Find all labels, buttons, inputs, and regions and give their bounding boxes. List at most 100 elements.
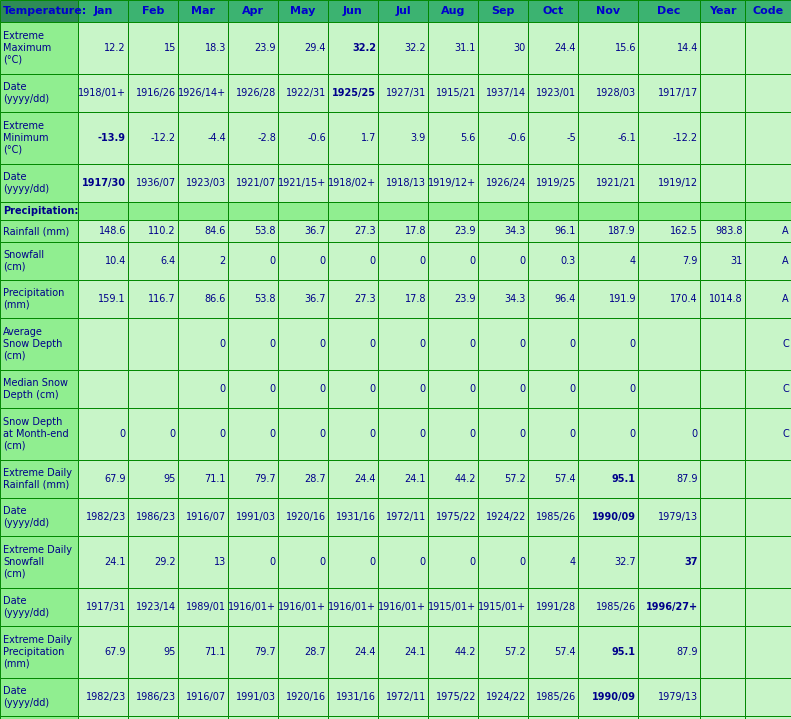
- Text: 57.4: 57.4: [554, 474, 576, 484]
- Bar: [0, 164, 78, 202]
- Text: 0: 0: [520, 256, 526, 266]
- Bar: [178, 318, 228, 370]
- Bar: [745, 318, 791, 370]
- Bar: [378, 0, 428, 22]
- Bar: [228, 164, 278, 202]
- Text: 1991/28: 1991/28: [536, 602, 576, 612]
- Bar: [128, 536, 178, 588]
- Bar: [428, 112, 478, 164]
- Bar: [428, 164, 478, 202]
- Bar: [745, 0, 791, 22]
- Bar: [0, 74, 78, 112]
- Bar: [428, 74, 478, 112]
- Bar: [428, 460, 478, 498]
- Text: 1982/23: 1982/23: [85, 512, 126, 522]
- Text: 95: 95: [164, 474, 176, 484]
- Text: 1916/01+: 1916/01+: [328, 602, 376, 612]
- Bar: [745, 220, 791, 242]
- Text: Jul: Jul: [396, 6, 411, 16]
- Bar: [378, 202, 428, 220]
- Bar: [278, 22, 328, 74]
- Bar: [700, 22, 745, 74]
- Text: 15.6: 15.6: [615, 43, 636, 53]
- Text: 0: 0: [220, 339, 226, 349]
- Bar: [700, 164, 745, 202]
- Text: 0: 0: [220, 429, 226, 439]
- Bar: [78, 536, 128, 588]
- Bar: [700, 716, 745, 719]
- Text: 95.1: 95.1: [612, 474, 636, 484]
- Bar: [745, 202, 791, 220]
- Text: Mar: Mar: [191, 6, 215, 16]
- Bar: [328, 536, 378, 588]
- Text: 0: 0: [270, 557, 276, 567]
- Text: 1916/07: 1916/07: [186, 692, 226, 702]
- Bar: [745, 460, 791, 498]
- Bar: [428, 408, 478, 460]
- Text: 67.9: 67.9: [104, 474, 126, 484]
- Bar: [128, 678, 178, 716]
- Bar: [638, 408, 700, 460]
- Bar: [428, 536, 478, 588]
- Bar: [78, 716, 128, 719]
- Bar: [700, 370, 745, 408]
- Text: 0: 0: [470, 339, 476, 349]
- Text: 87.9: 87.9: [676, 647, 698, 657]
- Bar: [278, 202, 328, 220]
- Text: 13: 13: [214, 557, 226, 567]
- Text: 24.4: 24.4: [354, 647, 376, 657]
- Text: 0: 0: [570, 429, 576, 439]
- Text: 57.2: 57.2: [504, 474, 526, 484]
- Text: 37: 37: [684, 557, 698, 567]
- Text: 1985/26: 1985/26: [536, 692, 576, 702]
- Bar: [528, 0, 578, 22]
- Bar: [178, 202, 228, 220]
- Text: Date
(yyyy/dd): Date (yyyy/dd): [3, 686, 49, 707]
- Text: 1972/11: 1972/11: [386, 692, 426, 702]
- Text: 27.3: 27.3: [354, 294, 376, 304]
- Text: 0: 0: [570, 339, 576, 349]
- Bar: [228, 626, 278, 678]
- Text: A: A: [782, 256, 789, 266]
- Bar: [428, 242, 478, 280]
- Bar: [178, 112, 228, 164]
- Bar: [328, 0, 378, 22]
- Bar: [128, 716, 178, 719]
- Bar: [745, 112, 791, 164]
- Bar: [78, 74, 128, 112]
- Bar: [745, 242, 791, 280]
- Text: 4: 4: [570, 557, 576, 567]
- Bar: [78, 0, 128, 22]
- Bar: [700, 242, 745, 280]
- Text: 24.1: 24.1: [404, 474, 426, 484]
- Bar: [478, 242, 528, 280]
- Bar: [228, 498, 278, 536]
- Text: Code: Code: [752, 6, 784, 16]
- Text: Apr: Apr: [242, 6, 264, 16]
- Text: -6.1: -6.1: [617, 133, 636, 143]
- Bar: [278, 74, 328, 112]
- Bar: [578, 588, 638, 626]
- Bar: [638, 318, 700, 370]
- Bar: [178, 370, 228, 408]
- Bar: [78, 242, 128, 280]
- Text: 1972/11: 1972/11: [386, 512, 426, 522]
- Bar: [278, 0, 328, 22]
- Text: 34.3: 34.3: [505, 226, 526, 236]
- Text: 1982/23: 1982/23: [85, 692, 126, 702]
- Bar: [328, 498, 378, 536]
- Bar: [478, 22, 528, 74]
- Text: 1989/01: 1989/01: [186, 602, 226, 612]
- Text: 14.4: 14.4: [676, 43, 698, 53]
- Bar: [578, 408, 638, 460]
- Bar: [0, 242, 78, 280]
- Bar: [700, 678, 745, 716]
- Bar: [228, 408, 278, 460]
- Bar: [328, 408, 378, 460]
- Text: Jun: Jun: [343, 6, 363, 16]
- Text: 1921/21: 1921/21: [596, 178, 636, 188]
- Bar: [578, 164, 638, 202]
- Bar: [128, 588, 178, 626]
- Bar: [178, 242, 228, 280]
- Bar: [578, 112, 638, 164]
